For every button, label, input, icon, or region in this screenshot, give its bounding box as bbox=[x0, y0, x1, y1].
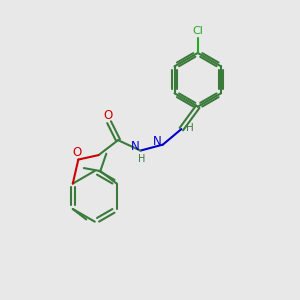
Text: N: N bbox=[131, 140, 140, 153]
Text: H: H bbox=[138, 154, 146, 164]
Text: O: O bbox=[103, 109, 112, 122]
Text: O: O bbox=[72, 146, 82, 160]
Text: Cl: Cl bbox=[192, 26, 203, 37]
Text: N: N bbox=[153, 134, 162, 148]
Text: H: H bbox=[186, 123, 194, 133]
